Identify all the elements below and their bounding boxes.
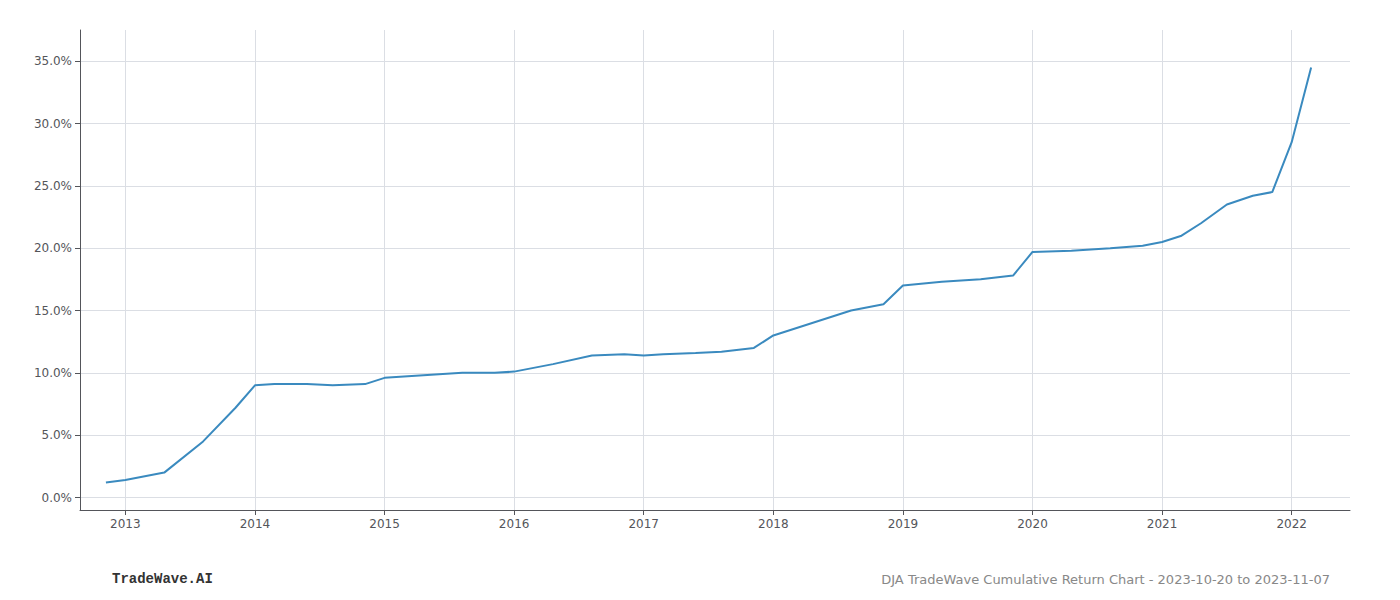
- svg-text:30.0%: 30.0%: [34, 117, 72, 131]
- svg-text:2018: 2018: [758, 517, 789, 531]
- svg-text:2019: 2019: [888, 517, 919, 531]
- svg-text:2022: 2022: [1276, 517, 1307, 531]
- svg-text:2014: 2014: [240, 517, 271, 531]
- svg-text:2017: 2017: [628, 517, 659, 531]
- svg-text:2020: 2020: [1017, 517, 1048, 531]
- svg-text:0.0%: 0.0%: [42, 491, 73, 505]
- svg-text:15.0%: 15.0%: [34, 304, 72, 318]
- svg-text:2013: 2013: [110, 517, 141, 531]
- svg-text:25.0%: 25.0%: [34, 179, 72, 193]
- svg-text:2021: 2021: [1147, 517, 1178, 531]
- svg-text:TradeWave.AI: TradeWave.AI: [112, 571, 213, 587]
- svg-text:5.0%: 5.0%: [42, 428, 73, 442]
- svg-text:35.0%: 35.0%: [34, 54, 72, 68]
- svg-text:2015: 2015: [369, 517, 400, 531]
- svg-text:10.0%: 10.0%: [34, 366, 72, 380]
- svg-text:20.0%: 20.0%: [34, 241, 72, 255]
- svg-text:2016: 2016: [499, 517, 530, 531]
- svg-text:DJA TradeWave Cumulative Retur: DJA TradeWave Cumulative Return Chart - …: [881, 572, 1330, 587]
